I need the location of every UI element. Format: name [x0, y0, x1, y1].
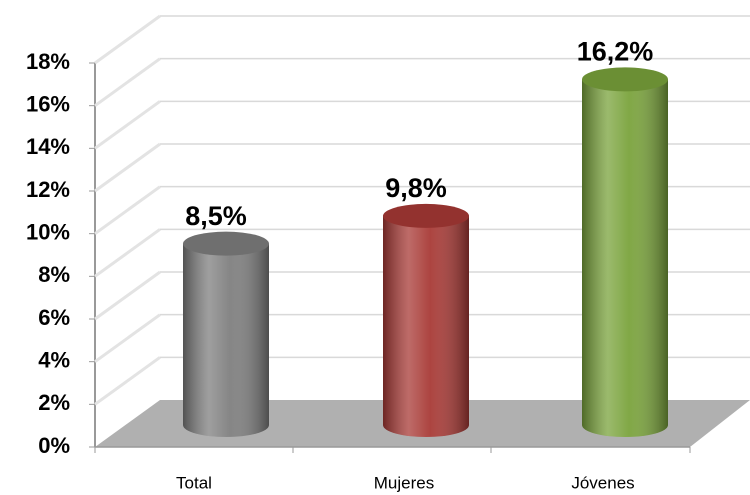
- value-label: 8,5%: [185, 201, 247, 231]
- x-tick-label: Mujeres: [374, 473, 434, 492]
- y-tick-label: 6%: [38, 305, 70, 330]
- y-tick-label: 18%: [26, 49, 70, 74]
- value-label: 9,8%: [385, 173, 447, 203]
- grid-line: [94, 313, 161, 363]
- bar-shade: [383, 215, 469, 425]
- bar-top-shade: [582, 67, 668, 92]
- grid-line: [94, 270, 161, 321]
- y-tick-label: 16%: [26, 91, 70, 116]
- y-tick-label: 0%: [38, 433, 70, 458]
- bar-top: [383, 203, 469, 228]
- grid-line: [94, 14, 161, 65]
- grid-line: [94, 185, 161, 235]
- grid-line: [94, 100, 161, 150]
- x-tick-label: Total: [176, 473, 212, 492]
- y-tick-label: 8%: [38, 262, 70, 287]
- y-tick-label: 12%: [26, 177, 70, 202]
- x-tick-label: Jóvenes: [571, 473, 634, 492]
- bar-top-shade: [383, 203, 469, 228]
- y-tick-label: 14%: [26, 134, 70, 159]
- grid-line: [94, 57, 161, 107]
- y-tick-label: 10%: [26, 219, 70, 244]
- grid-line: [94, 356, 161, 406]
- bar-shade: [183, 243, 269, 425]
- bar-top-shade: [183, 231, 269, 256]
- bar-top: [183, 231, 269, 256]
- bar-shade: [582, 79, 668, 426]
- grid-line: [94, 142, 161, 193]
- y-tick-label: 4%: [38, 347, 70, 372]
- bar-top: [582, 67, 668, 92]
- grid-line: [94, 228, 161, 278]
- y-tick-label: 2%: [38, 390, 70, 415]
- value-label: 16,2%: [577, 37, 654, 67]
